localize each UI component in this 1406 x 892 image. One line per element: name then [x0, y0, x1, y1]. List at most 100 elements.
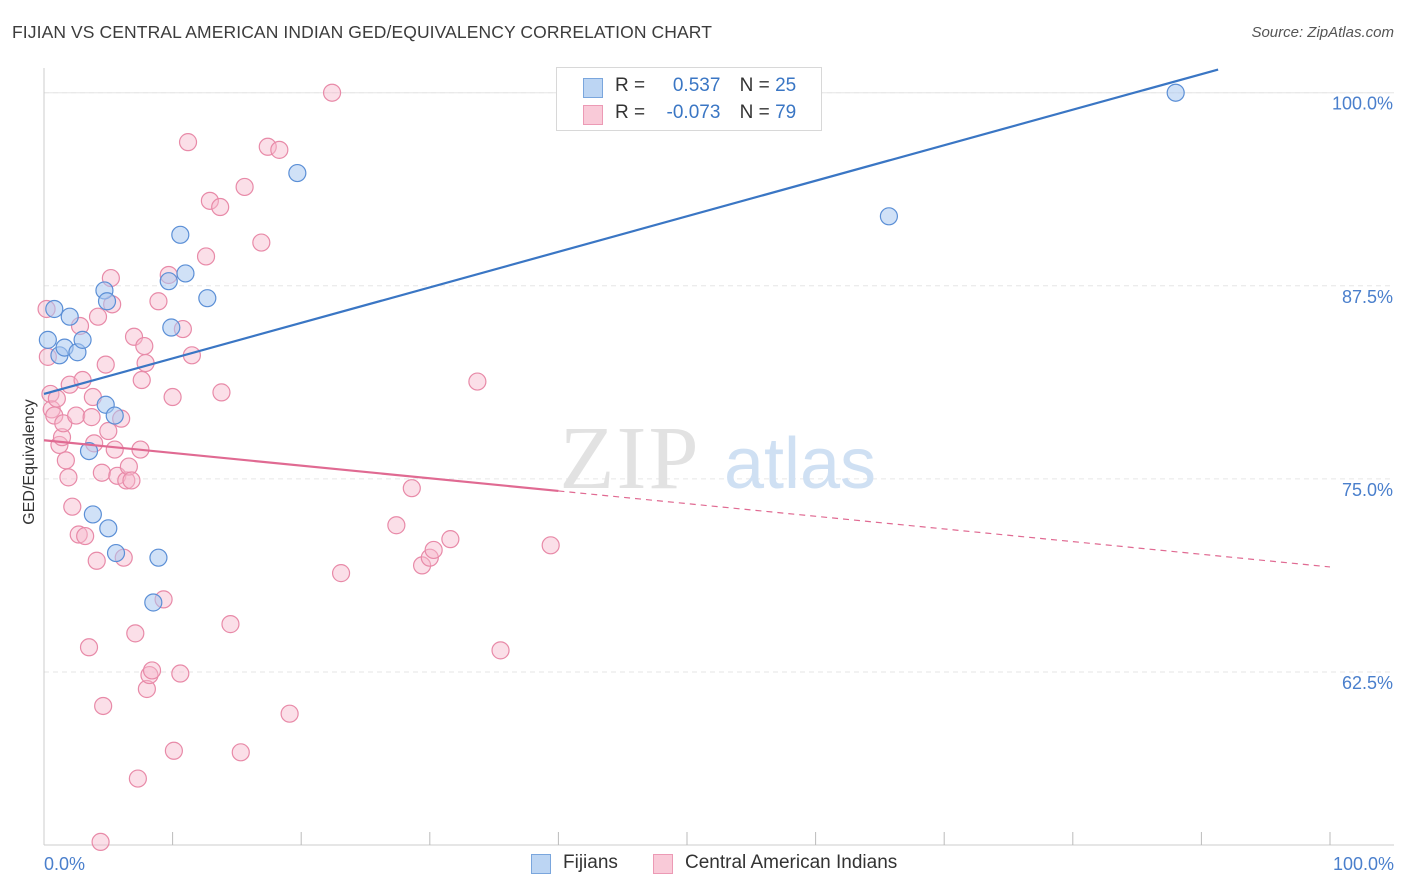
x-tick-label-min: 0.0%: [44, 854, 85, 874]
central-american-point: [142, 661, 162, 680]
fijian-point: [99, 519, 118, 538]
central-american-point: [491, 641, 510, 660]
central-american-point: [132, 370, 151, 390]
central-american-point: [200, 191, 219, 210]
central-american-point: [212, 383, 231, 402]
watermark-atlas: atlas: [724, 424, 876, 504]
central-american-point: [231, 743, 250, 762]
central-american-point: [126, 624, 145, 643]
central-american-point: [441, 530, 460, 549]
central-american-point: [79, 638, 99, 657]
fijian-point: [60, 307, 79, 326]
legend-swatch-central: [653, 854, 673, 874]
fijian-points: [38, 83, 1185, 612]
chart-title: FIJIAN VS CENTRAL AMERICAN INDIAN GED/EQ…: [12, 22, 713, 42]
central-american-point: [105, 440, 124, 459]
fijian-point: [38, 330, 57, 349]
central-american-point: [82, 408, 101, 427]
correlation-legend: R = 0.537 N = 25 R = -0.073 N = 79: [556, 67, 822, 131]
central-american-point: [137, 679, 156, 699]
legend-n-label: N =: [739, 102, 770, 123]
central-american-point: [252, 233, 271, 252]
legend-r-value: -0.073: [666, 102, 721, 123]
y-tick-label: 87.5%: [1342, 287, 1393, 307]
central-american-point: [280, 704, 299, 723]
central-american-point: [122, 471, 141, 490]
trend-lines: [43, 68, 1331, 568]
fijian-point: [144, 593, 163, 612]
central-american-point: [96, 355, 115, 374]
fijian-point: [288, 163, 307, 183]
central-trend-line: [43, 439, 559, 493]
central-american-point: [136, 353, 155, 373]
legend-swatch-blue: [583, 78, 603, 98]
fijian-point: [149, 548, 168, 567]
fijian-point: [176, 264, 195, 283]
fijian-point: [879, 207, 899, 226]
fijian-point: [106, 543, 126, 563]
legend-n-value: 79: [775, 102, 797, 123]
fijian-point: [97, 292, 117, 311]
central-american-point: [87, 551, 106, 570]
fijian-point: [83, 505, 102, 524]
legend-label-fijians: Fijians: [563, 852, 618, 873]
central-american-point: [211, 197, 230, 217]
axes: [43, 68, 1394, 846]
x-ticks: [172, 832, 1331, 845]
fijian-point: [45, 299, 64, 319]
central-american-point: [128, 769, 147, 788]
legend-r-label: R =: [615, 102, 646, 123]
central-american-point: [541, 536, 560, 555]
central-american-point: [163, 387, 182, 407]
central-american-point: [69, 525, 88, 544]
watermark: ZIP atlas: [560, 409, 877, 508]
legend-r-label: R =: [615, 75, 646, 96]
legend-n-value: 25: [775, 75, 797, 96]
central-american-point: [135, 336, 154, 356]
fijian-point: [73, 330, 92, 349]
source-credit: Source: ZipAtlas.com: [1251, 24, 1394, 41]
central-american-point: [76, 526, 95, 546]
central-american-point: [322, 83, 342, 102]
central-american-point: [270, 140, 289, 159]
y-axis-label: GED/Equivalency: [21, 399, 38, 524]
central-american-point: [412, 556, 432, 575]
central-american-point: [94, 696, 113, 716]
fijian-point: [171, 225, 190, 244]
legend-r-value: 0.537: [672, 75, 721, 96]
central-trend-line-extension: [558, 490, 1331, 568]
central-american-point: [99, 421, 118, 441]
central-american-point: [468, 372, 487, 391]
central-american-point: [258, 137, 277, 156]
legend-swatch-pink: [583, 105, 603, 125]
central-american-point: [117, 471, 136, 490]
y-tick-labels: 62.5% 75.0% 87.5% 100.0%: [1332, 94, 1393, 693]
central-american-point: [171, 664, 190, 683]
central-american-point: [63, 497, 82, 516]
central-american-point: [56, 451, 75, 470]
central-american-point: [331, 564, 351, 583]
central-american-point: [124, 327, 144, 346]
y-tick-label: 100.0%: [1332, 94, 1393, 114]
fijian-point: [162, 318, 181, 337]
central-american-point: [178, 133, 198, 152]
central-american-point: [402, 479, 421, 498]
y-tick-label: 75.0%: [1342, 480, 1393, 500]
fijian-point: [105, 406, 124, 425]
central-american-point: [235, 177, 254, 197]
legend-label-central: Central American Indians: [685, 852, 898, 873]
central-american-point: [149, 292, 168, 311]
fijian-trend-line: [43, 68, 1219, 395]
fijian-point: [79, 441, 99, 461]
central-american-point: [91, 832, 110, 852]
central-american-point: [59, 468, 78, 487]
central-american-point: [221, 615, 240, 634]
central-american-point: [67, 406, 86, 425]
fijian-point: [198, 289, 217, 308]
watermark-zip: ZIP: [560, 409, 701, 508]
central-american-indian-points: [37, 83, 560, 852]
central-american-point: [92, 463, 111, 482]
series-legend: Fijians Central American Indians: [0, 852, 1406, 877]
legend-n-label: N =: [739, 75, 770, 96]
